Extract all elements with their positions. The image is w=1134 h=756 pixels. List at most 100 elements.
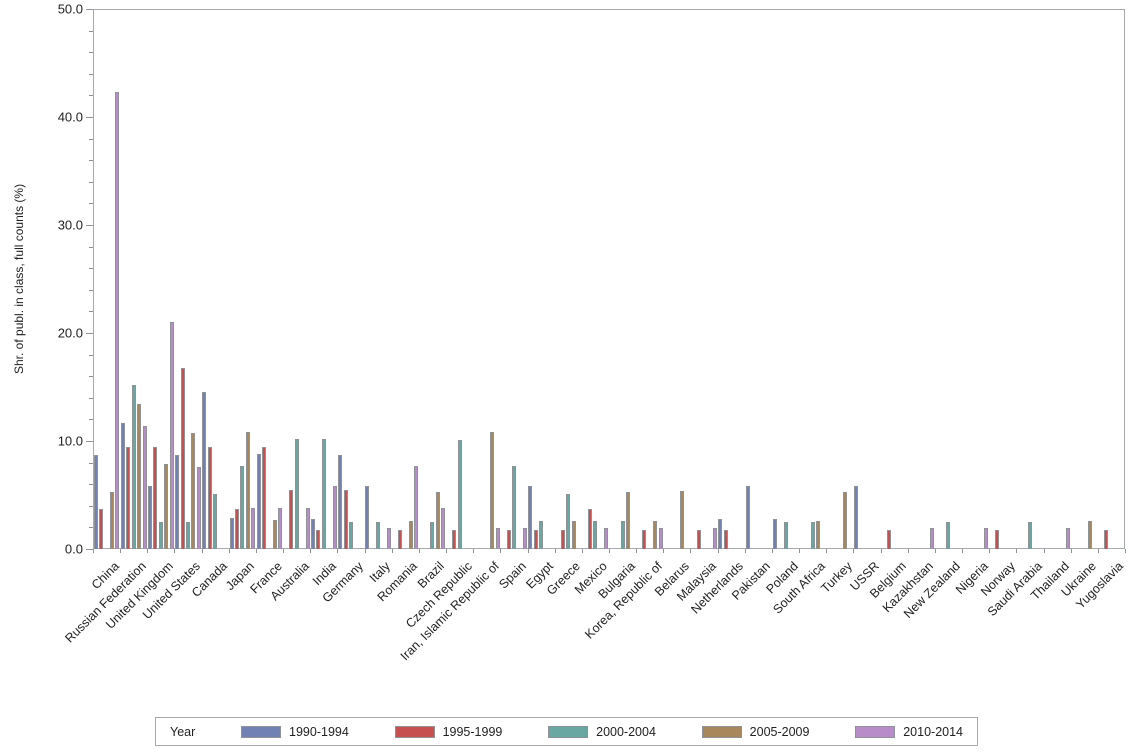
y-minor-tick <box>89 138 93 140</box>
bar-1995-1999-Greece <box>560 529 565 549</box>
y-major-tick <box>86 117 93 118</box>
bar-2010-2014-Thailand <box>1065 528 1070 549</box>
y-minor-tick <box>89 462 93 464</box>
legend-swatch <box>701 725 742 738</box>
bar-2010-2014-Korea, Republic of <box>658 528 663 549</box>
legend: Year 1990-1994 1995-1999 2000-2004 2005-200… <box>155 717 978 746</box>
y-major-tick <box>86 333 93 334</box>
x-tick <box>418 549 420 553</box>
y-minor-tick <box>89 289 93 291</box>
x-tick <box>364 549 366 553</box>
x-tick <box>1070 549 1072 553</box>
bar-1990-1994-United States <box>175 455 180 549</box>
bar-2010-2014-India <box>332 486 337 549</box>
bar-1990-1994-Egypt <box>528 486 533 549</box>
bar-2000-2004-New Zealand <box>946 522 951 549</box>
y-minor-tick <box>89 354 93 356</box>
y-minor-tick <box>89 203 93 205</box>
y-minor-tick <box>89 160 93 162</box>
x-tick <box>1043 549 1045 553</box>
x-tick <box>826 549 828 553</box>
x-tick <box>1097 549 1099 553</box>
bar-2000-2004-United Kingdom <box>158 522 163 549</box>
bar-1990-1994-Pakistan <box>745 486 750 549</box>
bar-2000-2004-Saudi Arabia <box>1027 522 1032 549</box>
y-tick-label: 30.0 <box>57 217 83 233</box>
x-tick <box>799 549 801 553</box>
bar-2000-2004-Canada <box>213 493 218 549</box>
y-minor-tick <box>89 95 93 97</box>
x-tick <box>337 549 339 553</box>
y-tick-label: 0.0 <box>64 541 83 557</box>
x-tick <box>636 549 638 553</box>
bar-1995-1999-Czech Republic <box>452 529 457 549</box>
bar-2005-2009-Korea, Republic of <box>653 520 658 549</box>
bar-2000-2004-Japan <box>240 465 245 549</box>
x-tick <box>228 549 230 553</box>
y-axis-title: Shr. of publ. in class, full counts (%) <box>12 183 26 374</box>
bar-1990-1994-Germany <box>338 455 343 549</box>
x-tick <box>93 549 94 553</box>
x-tick <box>717 549 719 553</box>
x-category-label: Spain <box>496 559 529 592</box>
bar-1995-1999-Australia <box>289 489 294 549</box>
bar-2000-2004-Egypt <box>539 520 544 549</box>
bar-2000-2004-India <box>321 438 326 549</box>
bar-1995-1999-Korea, Republic of <box>642 529 647 549</box>
y-major-tick <box>86 441 93 442</box>
bar-2005-2009-Japan <box>245 432 250 549</box>
bar-2005-2009-Bulgaria <box>626 491 630 549</box>
bar-2010-2014-Malaysia <box>712 528 717 549</box>
y-major-tick <box>86 549 93 550</box>
bar-1995-1999-Mexico <box>587 509 592 549</box>
bar-2010-2014-Russian Federation <box>142 425 147 549</box>
bar-1990-1994-Italy <box>365 486 370 549</box>
x-tick <box>962 549 964 553</box>
bar-1995-1999-France <box>262 447 267 549</box>
x-tick <box>120 549 122 553</box>
bar-1995-1999-Japan <box>234 509 239 549</box>
y-minor-tick <box>89 246 93 248</box>
x-tick <box>690 549 692 553</box>
bar-2000-2004-Italy <box>376 522 381 549</box>
y-minor-tick <box>89 268 93 270</box>
bar-1990-1994-Japan <box>229 517 234 549</box>
bar-2010-2014-China <box>115 92 120 549</box>
bar-1995-1999-China <box>99 509 104 549</box>
legend-swatch <box>241 725 282 738</box>
legend-swatch <box>548 725 589 738</box>
bar-2005-2009-United States <box>191 433 196 549</box>
y-minor-tick <box>89 30 93 32</box>
bar-1990-1994-France <box>256 453 261 549</box>
x-tick <box>609 549 610 553</box>
y-minor-tick <box>89 52 93 54</box>
bar-2005-2009-United Kingdom <box>164 463 169 549</box>
bar-2000-2004-South Africa <box>810 522 815 549</box>
bar-1995-1999-Yugoslavia <box>1103 529 1108 549</box>
bar-1990-1994-Canada <box>202 392 207 549</box>
bar-1995-1999-United States <box>180 367 185 549</box>
bar-2000-2004-Greece <box>566 493 571 549</box>
bar-2000-2004-Spain <box>511 465 516 549</box>
legend-label: 2005-2009 <box>749 724 810 739</box>
legend-item-2000-2004: 2000-2004 <box>548 725 656 739</box>
bar-1995-1999-Norway <box>995 529 1000 549</box>
legend-swatch <box>855 725 896 738</box>
bar-1995-1999-Romania <box>397 529 402 549</box>
x-tick <box>554 549 556 553</box>
legend-item-2005-2009: 2005-2009 <box>701 724 810 739</box>
x-tick <box>1016 549 1018 553</box>
x-tick <box>989 549 991 553</box>
bar-2010-2014-United States <box>196 466 201 549</box>
bar-2010-2014-United Kingdom <box>169 322 174 549</box>
x-tick <box>771 549 773 553</box>
x-tick <box>500 549 502 553</box>
x-tick <box>255 549 257 553</box>
bar-2000-2004-Russian Federation <box>131 384 136 549</box>
bar-2000-2004-Poland <box>783 522 788 549</box>
bar-2000-2004-Australia <box>294 438 299 549</box>
y-minor-tick <box>89 397 93 399</box>
legend-label: 2000-2004 <box>596 724 656 739</box>
y-minor-tick <box>89 376 93 378</box>
